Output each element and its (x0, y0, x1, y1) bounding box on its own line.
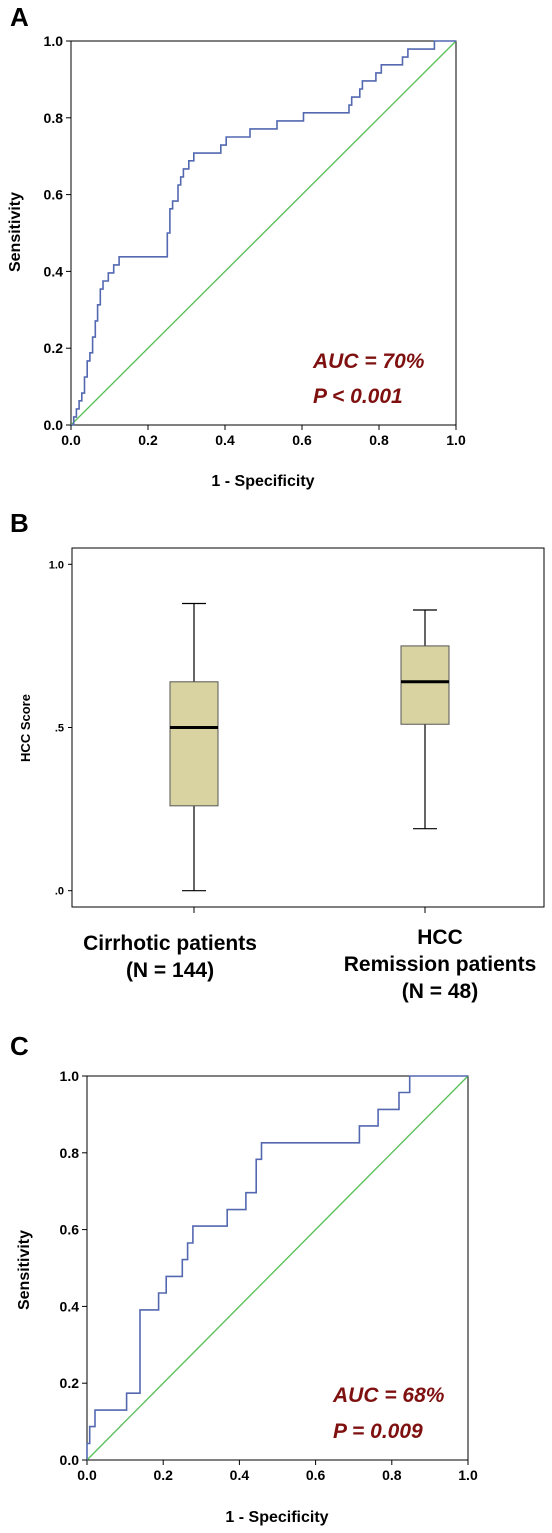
panel-b-letter: B (10, 508, 29, 538)
panel-c-x-tick-label: 0.6 (306, 1467, 326, 1483)
panel-c-letter: C (10, 1031, 29, 1061)
panel-a-y-tick-label: 0.2 (44, 340, 64, 356)
panel-a-y-tick-label: 0.4 (44, 263, 64, 279)
panel-a-y-tick-label: 0.0 (44, 417, 64, 433)
panel-c-y-tick-label: 0.6 (60, 1222, 80, 1238)
panel-b-y-tick-label: .0 (55, 886, 64, 898)
panel-a-roc-curve (71, 40, 456, 426)
panel-a-y-tick-label: 0.6 (44, 187, 64, 203)
panel-b-plot-frame (71, 547, 545, 908)
panel-c-y-axis-title: Sensitivity (16, 1230, 33, 1310)
panel-b-y-tick-label: 1.0 (49, 559, 64, 571)
panel-c-y-tick-label: 0.0 (60, 1452, 80, 1468)
panel-a-auc-annotation: AUC = 70% (312, 350, 425, 373)
panel-b-y-axis-title: HCC Score (18, 694, 33, 762)
panel-c-reference-line (86, 1075, 469, 1461)
panel-c-plot-frame (86, 1075, 469, 1461)
panel-c-x-tick-label: 0.0 (77, 1467, 97, 1483)
panel-a-x-tick-label: 0.6 (292, 432, 312, 448)
panel-a-x-tick-label: 1.0 (446, 432, 466, 448)
panel-a-x-tick-label: 0.2 (138, 432, 158, 448)
panel-a-plot-frame (70, 40, 457, 426)
panel-c-roc-chart: C 0.0 0.2 0.4 0.6 0.8 1.0 0.0 0.2 0.4 0.6 0.8 1.0 1… (10, 1031, 478, 1526)
panel-c-p-value-annotation: P = 0.009 (333, 1420, 423, 1443)
panel-c-y-tick-label: 0.4 (60, 1298, 80, 1314)
panel-a-y-axis-title: Sensitivity (7, 192, 24, 272)
panel-b-category-label: Remission patients (344, 953, 537, 976)
panel-c-auc-annotation: AUC = 68% (332, 1384, 445, 1407)
panel-b-category-label: Cirrhotic patients (83, 932, 257, 955)
panel-c-x-axis-title: 1 - Specificity (225, 1509, 328, 1526)
panel-c-x-tick-label: 1.0 (458, 1467, 478, 1483)
panel-c-x-tick-label: 0.8 (382, 1467, 402, 1483)
panel-a-x-tick-label: 0.4 (215, 432, 235, 448)
panel-b-category-label: (N = 144) (126, 959, 214, 982)
panel-c-y-tick-label: 0.2 (60, 1375, 80, 1391)
panel-c-y-tick-label: 1.0 (60, 1068, 80, 1084)
panel-b-y-tick-label: .5 (55, 723, 64, 735)
panel-a-roc-chart: A 0.0 0.2 0.4 0.6 0.8 1.0 0.0 0.2 0.4 0.6 0.8 1.0 1… (7, 2, 466, 490)
panel-c-y-tick-label: 0.8 (60, 1145, 80, 1161)
panel-a-reference-line (70, 40, 457, 426)
panel-a-y-tick-label: 0.8 (44, 110, 64, 126)
panel-b-category-label: HCC (417, 926, 463, 949)
panel-b-box-plot: B .0 .5 1.0 HCC Score Cirrhotic patients (N… (10, 508, 545, 1003)
panel-a-p-value-annotation: P < 0.001 (313, 385, 403, 408)
panel-a-x-tick-label: 0.0 (61, 432, 81, 448)
panel-a-letter: A (10, 2, 29, 32)
panel-a-x-tick-label: 0.8 (369, 432, 389, 448)
panel-a-x-axis-title: 1 - Specificity (211, 473, 314, 490)
panel-c-x-tick-label: 0.4 (230, 1467, 250, 1483)
panel-c-roc-curve (86, 1075, 468, 1460)
panel-a-y-tick-label: 1.0 (44, 33, 64, 49)
box-iqr (400, 645, 450, 725)
panel-b-category-label: (N = 48) (402, 980, 478, 1003)
box-iqr (169, 681, 219, 807)
panel-c-x-tick-label: 0.2 (153, 1467, 173, 1483)
